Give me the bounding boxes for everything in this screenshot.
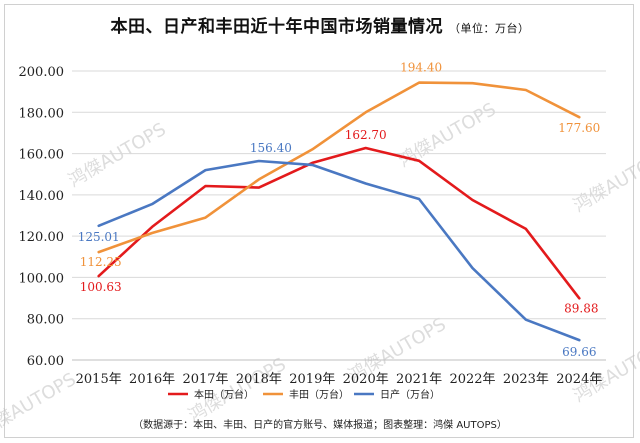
honda-line <box>97 146 581 300</box>
data-label: 112.25 <box>80 255 122 269</box>
x-tick-label: 2024年 <box>556 372 602 387</box>
data-label: 194.40 <box>400 61 442 75</box>
x-tick-label: 2019年 <box>289 372 335 387</box>
data-label: 69.66 <box>562 345 596 359</box>
y-tick-label: 140.00 <box>19 189 65 204</box>
watermark-text: 鸿傑AUTOPS <box>395 99 500 172</box>
y-tick-label: 160.00 <box>19 148 65 163</box>
source-note: （数据源于：本田、丰田、日产的官方账号、媒体报道；图表整理：鸿傑 AUTOPS） <box>133 420 507 431</box>
y-tick-label: 100.00 <box>19 271 65 286</box>
x-tick-label: 2018年 <box>236 372 282 387</box>
y-tick-label: 180.00 <box>19 106 65 121</box>
chart-title: 本田、日产和丰田近十年中国市场销量情况 （单位：万台） <box>0 12 640 37</box>
x-tick-label: 2022年 <box>449 372 495 387</box>
x-tick-label: 2015年 <box>76 372 122 387</box>
chart-unit: （单位：万台） <box>449 22 530 35</box>
y-tick-label: 80.00 <box>27 313 64 328</box>
toyota-line <box>97 81 581 254</box>
y-tick-label: 120.00 <box>19 230 65 245</box>
data-label: 177.60 <box>558 121 600 135</box>
data-label: 89.88 <box>564 301 598 315</box>
y-tick-label: 60.00 <box>27 354 64 369</box>
legend-label: 日产（万台） <box>380 388 440 401</box>
chart-title-text: 本田、日产和丰田近十年中国市场销量情况 <box>110 17 443 37</box>
data-label: 156.40 <box>250 141 292 155</box>
legend-label: 本田（万台） <box>194 388 254 401</box>
nissan-line <box>97 159 581 342</box>
data-label: 162.70 <box>345 128 387 142</box>
data-label: 125.01 <box>78 230 120 244</box>
y-tick-label: 200.00 <box>19 65 65 80</box>
watermark-text: 鸿傑AUTOPS <box>65 119 170 192</box>
x-tick-label: 2016年 <box>129 372 175 387</box>
x-tick-label: 2023年 <box>503 372 549 387</box>
x-tick-label: 2021年 <box>396 372 442 387</box>
legend-label: 丰田（万台） <box>289 388 349 401</box>
watermark-text: 鸿傑AUTOPS <box>570 144 640 217</box>
data-label: 100.63 <box>80 280 122 294</box>
x-tick-label: 2020年 <box>343 372 389 387</box>
x-tick-label: 2017年 <box>182 372 228 387</box>
